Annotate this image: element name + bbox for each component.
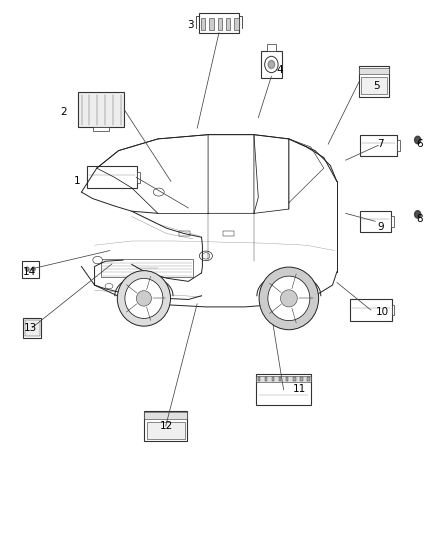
FancyBboxPatch shape — [22, 261, 39, 278]
FancyBboxPatch shape — [199, 13, 239, 33]
Ellipse shape — [199, 251, 212, 261]
Bar — [256, 376, 311, 382]
Ellipse shape — [280, 290, 297, 307]
Ellipse shape — [105, 284, 113, 289]
Text: 2: 2 — [61, 107, 67, 117]
FancyBboxPatch shape — [359, 66, 389, 97]
Text: 13: 13 — [24, 322, 37, 333]
Bar — [226, 18, 230, 30]
FancyBboxPatch shape — [360, 135, 397, 156]
Ellipse shape — [117, 271, 170, 326]
Ellipse shape — [136, 290, 152, 306]
Bar — [265, 377, 267, 381]
Bar — [286, 377, 289, 381]
Bar — [147, 422, 185, 439]
Text: 14: 14 — [22, 267, 36, 277]
Ellipse shape — [153, 188, 164, 196]
Ellipse shape — [259, 267, 318, 330]
Bar — [25, 320, 39, 336]
Bar — [359, 68, 389, 74]
Bar — [101, 259, 193, 277]
Bar — [209, 18, 214, 30]
Bar — [293, 377, 296, 381]
Circle shape — [25, 267, 29, 271]
Bar — [272, 377, 274, 381]
Text: 4: 4 — [277, 65, 283, 75]
Bar — [218, 18, 222, 30]
Bar — [307, 377, 310, 381]
Text: 8: 8 — [417, 214, 423, 224]
FancyBboxPatch shape — [78, 92, 124, 127]
Bar — [397, 140, 399, 151]
Circle shape — [32, 267, 35, 271]
Bar — [258, 377, 260, 381]
Circle shape — [415, 136, 421, 144]
Bar — [361, 77, 387, 94]
Bar — [234, 18, 239, 30]
Text: 6: 6 — [417, 139, 423, 149]
FancyBboxPatch shape — [350, 300, 392, 321]
Text: 9: 9 — [377, 222, 384, 232]
Bar — [201, 18, 205, 30]
Text: 7: 7 — [377, 139, 384, 149]
Bar — [145, 412, 187, 418]
Text: 10: 10 — [376, 306, 389, 317]
FancyBboxPatch shape — [145, 410, 187, 441]
FancyBboxPatch shape — [87, 166, 137, 188]
Bar — [392, 305, 394, 316]
FancyBboxPatch shape — [23, 318, 41, 338]
FancyBboxPatch shape — [261, 51, 282, 78]
FancyBboxPatch shape — [360, 211, 391, 232]
Circle shape — [268, 60, 275, 69]
Bar — [300, 377, 303, 381]
Bar — [223, 231, 234, 236]
Bar — [279, 377, 281, 381]
Ellipse shape — [202, 253, 210, 259]
Bar — [179, 231, 190, 236]
Text: 11: 11 — [293, 384, 307, 394]
Text: 5: 5 — [373, 81, 379, 91]
Bar — [267, 44, 276, 51]
Bar — [93, 127, 109, 131]
Text: 1: 1 — [74, 176, 81, 187]
Bar — [137, 172, 140, 183]
Text: 3: 3 — [187, 20, 194, 30]
Text: 12: 12 — [160, 421, 173, 431]
Bar — [391, 216, 394, 227]
Ellipse shape — [93, 256, 102, 264]
Ellipse shape — [125, 278, 163, 318]
FancyBboxPatch shape — [256, 374, 311, 405]
Circle shape — [415, 211, 421, 218]
Ellipse shape — [268, 276, 310, 321]
